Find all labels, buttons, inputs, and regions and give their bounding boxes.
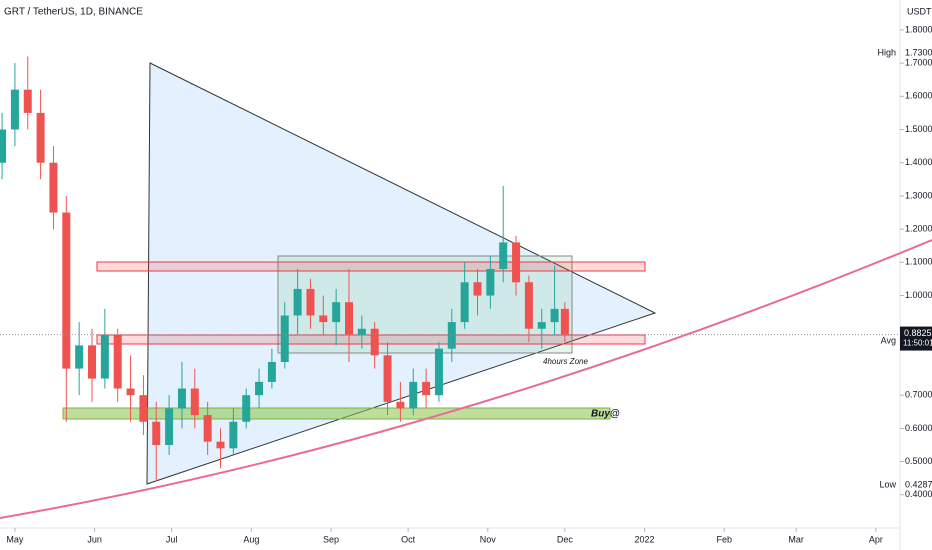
candle-body xyxy=(62,212,71,369)
candle-body xyxy=(229,421,238,449)
x-tick-label: Jul xyxy=(166,534,178,544)
candle-body xyxy=(409,381,418,409)
x-tick-label: Sep xyxy=(323,534,339,544)
candle-body xyxy=(537,322,546,329)
candle-body xyxy=(23,89,32,113)
annotation: Buy@ xyxy=(591,409,620,420)
candle-body xyxy=(88,345,97,379)
stat-name: High xyxy=(877,48,896,58)
resistance-zone xyxy=(96,261,646,272)
candle-body xyxy=(36,112,45,163)
x-tick-label: Dec xyxy=(557,534,574,544)
stat-name: Avg xyxy=(881,335,896,345)
candle-body xyxy=(434,348,443,396)
candle-body xyxy=(293,288,302,316)
candle-body xyxy=(499,242,508,269)
annotation: 4hours Zone xyxy=(543,357,588,366)
y-tick-label: 0.6000 xyxy=(905,423,932,433)
candle-body xyxy=(100,335,109,379)
x-tick-label: Mar xyxy=(788,534,804,544)
x-tick-label: Jun xyxy=(87,534,102,544)
x-tick-label: Nov xyxy=(480,534,497,544)
y-tick-label: 0.7000 xyxy=(905,390,932,400)
y-tick-label: 0.4000 xyxy=(905,489,932,499)
candle-body xyxy=(319,315,328,323)
candle-body xyxy=(524,282,533,329)
candle-body xyxy=(242,395,251,422)
candle-body xyxy=(512,242,521,283)
candle-body xyxy=(357,328,366,336)
y-tick-label: 1.5000 xyxy=(905,124,932,134)
countdown-label: 11:50:01 xyxy=(903,339,932,348)
candle-body xyxy=(203,415,212,442)
candle-body xyxy=(10,89,19,130)
candle-body xyxy=(113,335,122,389)
y-tick-label: 1.7000 xyxy=(905,57,932,67)
stat-value: 1.7300 xyxy=(905,48,932,58)
candle-body xyxy=(383,355,392,402)
candle-body xyxy=(190,388,199,416)
candle-body xyxy=(560,308,569,335)
candle-body xyxy=(177,388,186,409)
candle-body xyxy=(165,408,174,445)
candle-body xyxy=(460,282,469,323)
candle-body xyxy=(396,401,405,409)
candle-body xyxy=(152,421,161,445)
last-price-label: 0.8825 xyxy=(904,328,932,338)
last-price-box xyxy=(900,326,932,351)
candle-body xyxy=(0,129,7,163)
y-tick-label: 1.1000 xyxy=(905,257,932,267)
stat-name: Low xyxy=(879,480,896,490)
candle-body xyxy=(255,381,264,396)
stat-value: 0.4287 xyxy=(905,480,932,490)
x-tick-label: May xyxy=(6,534,24,544)
y-tick-label: 1.0000 xyxy=(905,290,932,300)
unit-label: USDT xyxy=(907,6,932,16)
y-tick-label: 1.6000 xyxy=(905,91,932,101)
x-tick-label: Apr xyxy=(869,534,883,544)
candle-body xyxy=(126,388,135,396)
x-tick-label: 2022 xyxy=(635,534,655,544)
y-tick-label: 1.8000 xyxy=(905,24,932,34)
candle-body xyxy=(447,322,456,349)
range-box xyxy=(277,255,573,354)
y-tick-label: 1.4000 xyxy=(905,157,932,167)
y-tick-label: 1.2000 xyxy=(905,224,932,234)
buy-zone xyxy=(62,407,611,420)
candle-body xyxy=(550,308,559,323)
x-tick-label: Feb xyxy=(716,534,732,544)
candle-body xyxy=(345,302,354,336)
y-tick-label: 1.3000 xyxy=(905,190,932,200)
candle-body xyxy=(75,345,84,369)
candle-body xyxy=(280,315,289,362)
x-tick-label: Oct xyxy=(401,534,416,544)
y-tick-label: 0.5000 xyxy=(905,456,932,466)
candle-body xyxy=(267,361,276,382)
trend-curve xyxy=(0,239,932,519)
candles xyxy=(0,56,569,482)
x-tick-label: Aug xyxy=(243,534,259,544)
chart-title: GRT / TetherUS, 1D, BINANCE xyxy=(4,7,143,18)
candle-body xyxy=(370,328,379,356)
candle-body xyxy=(49,162,58,213)
candle-body xyxy=(486,268,495,296)
candle-body xyxy=(422,381,431,396)
candle-body xyxy=(306,288,315,316)
candle-body xyxy=(473,282,482,296)
candle-body xyxy=(216,441,225,449)
candle-body xyxy=(332,302,341,323)
candle-body xyxy=(139,395,148,422)
